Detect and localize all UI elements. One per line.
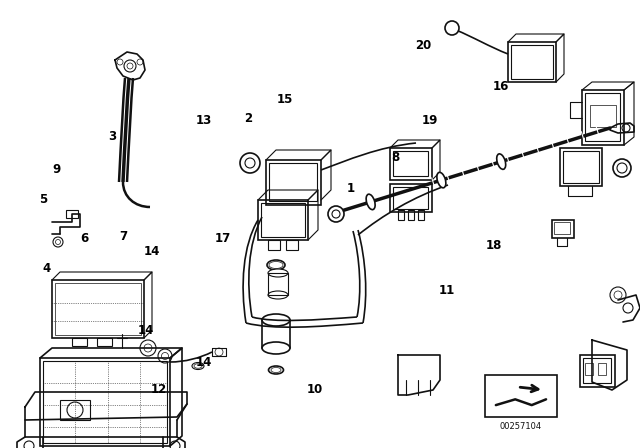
Bar <box>43 361 167 443</box>
Bar <box>563 151 599 183</box>
Bar <box>269 163 317 201</box>
Bar <box>390 184 432 212</box>
Bar <box>508 42 556 82</box>
Text: 10: 10 <box>307 383 323 396</box>
Text: 11: 11 <box>438 284 455 297</box>
Ellipse shape <box>269 262 283 268</box>
Bar <box>286 240 298 250</box>
Bar <box>560 148 602 186</box>
Bar <box>585 363 593 375</box>
Bar <box>582 90 624 145</box>
Ellipse shape <box>269 366 284 374</box>
Bar <box>72 338 87 346</box>
Text: 7: 7 <box>119 230 127 243</box>
Bar <box>393 151 428 176</box>
Bar <box>552 220 574 238</box>
Text: 5: 5 <box>40 193 47 206</box>
Bar <box>590 105 616 127</box>
Bar <box>266 160 321 205</box>
Circle shape <box>328 206 344 222</box>
Bar <box>268 240 280 250</box>
Bar <box>511 45 553 79</box>
Bar <box>554 222 570 234</box>
Text: 6: 6 <box>81 232 88 245</box>
Bar <box>258 200 308 240</box>
Text: 4: 4 <box>42 262 50 276</box>
Text: 20: 20 <box>415 39 432 52</box>
Bar <box>66 210 78 218</box>
Bar <box>268 273 288 295</box>
Bar <box>40 358 170 446</box>
Text: 14: 14 <box>144 245 161 258</box>
Bar <box>60 400 90 420</box>
Text: 12: 12 <box>150 383 167 396</box>
Ellipse shape <box>262 342 290 354</box>
Bar <box>97 338 112 346</box>
Ellipse shape <box>268 269 288 277</box>
Ellipse shape <box>194 364 202 368</box>
Ellipse shape <box>437 172 446 188</box>
Text: 2: 2 <box>244 112 252 125</box>
Ellipse shape <box>268 291 288 299</box>
Text: 1: 1 <box>347 181 355 195</box>
Ellipse shape <box>267 260 285 270</box>
Bar <box>485 375 557 417</box>
Bar <box>583 358 611 383</box>
Bar <box>393 187 428 209</box>
Text: 14: 14 <box>195 356 212 370</box>
Text: 9: 9 <box>52 163 60 176</box>
Ellipse shape <box>271 367 281 372</box>
Text: 8: 8 <box>392 151 399 164</box>
Text: 19: 19 <box>422 113 438 127</box>
Text: 00257104: 00257104 <box>500 422 542 431</box>
Text: 14: 14 <box>138 324 154 337</box>
Bar <box>55 283 141 335</box>
Bar <box>408 210 414 220</box>
Bar <box>261 203 305 237</box>
Text: 17: 17 <box>214 232 231 245</box>
Ellipse shape <box>366 194 375 210</box>
Bar <box>585 93 620 141</box>
Bar <box>598 363 606 375</box>
Text: 18: 18 <box>486 239 502 252</box>
Text: 15: 15 <box>276 93 293 106</box>
Circle shape <box>445 21 459 35</box>
Text: 16: 16 <box>492 79 509 93</box>
Bar <box>418 210 424 220</box>
Ellipse shape <box>497 154 506 169</box>
Text: 13: 13 <box>195 113 212 127</box>
Ellipse shape <box>262 314 290 326</box>
Bar <box>398 210 404 220</box>
Text: 3: 3 <box>108 130 116 143</box>
Bar <box>52 280 144 338</box>
Ellipse shape <box>192 362 204 370</box>
Bar <box>390 148 432 180</box>
Bar <box>580 355 615 387</box>
